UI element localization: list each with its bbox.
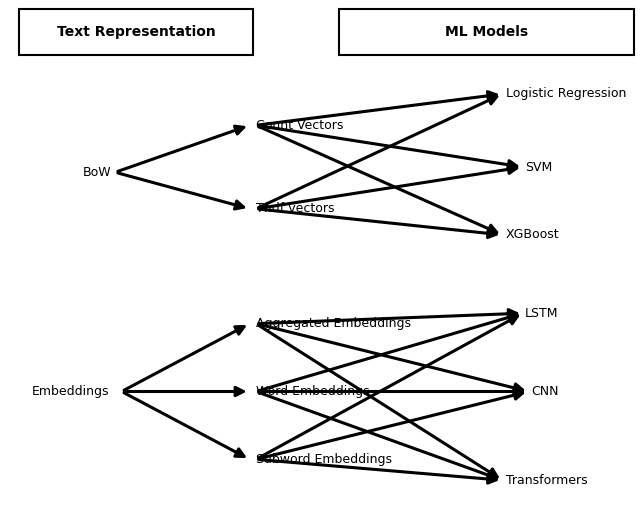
Text: Tfidf vectors: Tfidf vectors: [256, 203, 335, 215]
Text: Word Embeddings: Word Embeddings: [256, 385, 370, 398]
Text: XGBoost: XGBoost: [506, 229, 559, 241]
Text: BoW: BoW: [83, 166, 112, 179]
Text: Embeddings: Embeddings: [32, 385, 109, 398]
Text: SVM: SVM: [525, 161, 552, 173]
Text: Transformers: Transformers: [506, 474, 588, 487]
Text: Count Vectors: Count Vectors: [256, 119, 344, 132]
Text: Aggregated Embeddings: Aggregated Embeddings: [256, 317, 411, 330]
FancyBboxPatch shape: [19, 9, 253, 55]
Text: CNN: CNN: [531, 385, 559, 398]
Text: Subword Embeddings: Subword Embeddings: [256, 453, 392, 466]
FancyBboxPatch shape: [339, 9, 634, 55]
Text: Text Representation: Text Representation: [56, 25, 216, 39]
Text: ML Models: ML Models: [445, 25, 528, 39]
Text: LSTM: LSTM: [525, 307, 558, 319]
Text: Logistic Regression: Logistic Regression: [506, 88, 626, 100]
